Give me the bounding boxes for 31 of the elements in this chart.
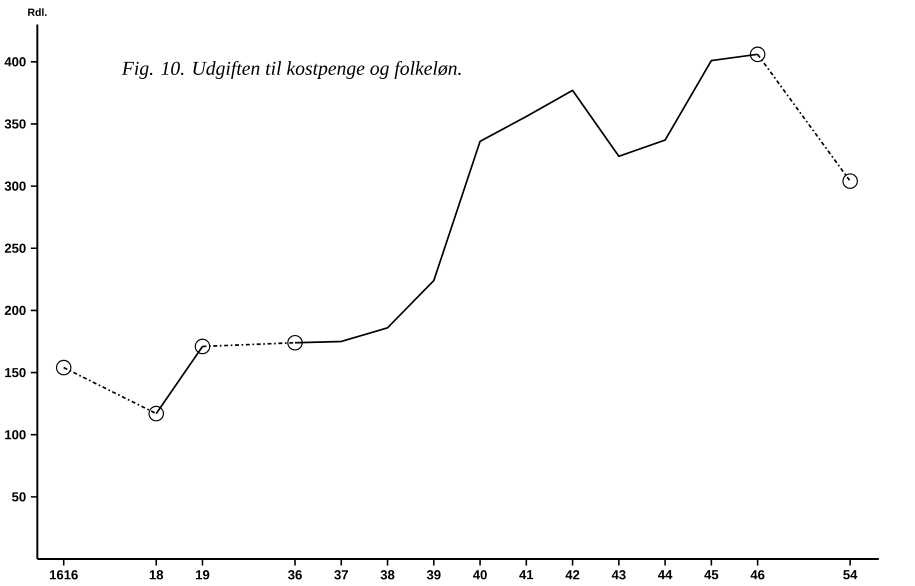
y-tick-label: 50 — [12, 492, 26, 502]
x-tick-label: 37 — [334, 570, 348, 580]
y-tick-label: 200 — [4, 306, 26, 315]
text: Fig. 10. Udgiften til kostpenge og folkeløn. — [122, 60, 461, 79]
x-tick-label: 42 — [566, 570, 580, 580]
x-tick-label: 40 — [472, 570, 487, 580]
point — [842, 173, 858, 189]
y-tick-label: 350 — [4, 119, 26, 128]
y-tick-label: 400 — [4, 56, 26, 66]
y-tick-label: 300 — [4, 181, 26, 191]
y-axis-title: Rdl. — [28, 8, 47, 16]
y-tick-label: 250 — [4, 243, 26, 253]
point — [287, 334, 303, 350]
y-tick-label: 100 — [5, 430, 26, 440]
x-tick-label: 46 — [750, 570, 764, 580]
point — [750, 46, 766, 62]
x-tick-label: 44 — [658, 570, 672, 579]
point — [194, 338, 210, 354]
point — [56, 360, 72, 376]
x-tick-label: 41 — [519, 570, 534, 579]
x-tick-label: 1616 — [50, 570, 78, 580]
point — [148, 406, 164, 422]
x-tick-label: 54 — [843, 570, 858, 580]
x-tick-label: 43 — [612, 570, 626, 580]
x-tick-label: 39 — [426, 570, 441, 580]
x-tick-label: 19 — [196, 570, 210, 580]
x-tick-label: 45 — [704, 570, 718, 580]
x-tick-label: 38 — [380, 570, 394, 580]
x-tick-label: 36 — [288, 570, 302, 580]
y-tick-label: 150 — [5, 368, 26, 377]
x-tick-label: 18 — [150, 570, 164, 580]
